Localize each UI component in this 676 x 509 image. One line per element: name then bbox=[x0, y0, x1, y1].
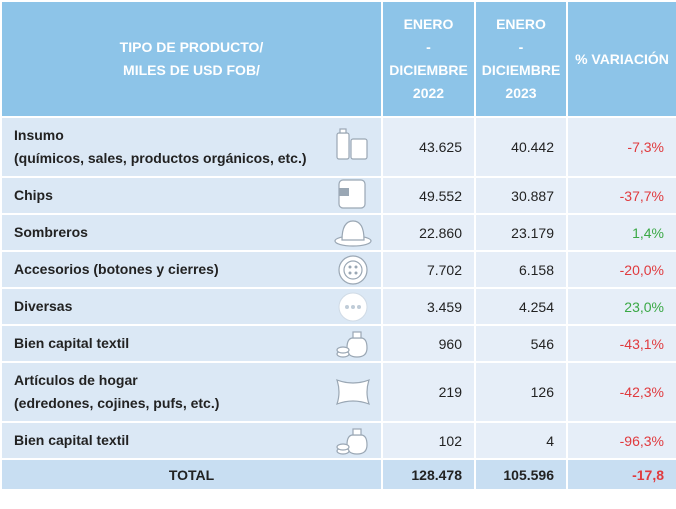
row-label: Bien capital textil bbox=[0, 421, 383, 460]
value-2022: 960 bbox=[381, 324, 476, 363]
row-icon bbox=[336, 378, 370, 406]
value-2022: 7.702 bbox=[381, 250, 476, 289]
table-row: Bien capital textil 102 4 -96,3% bbox=[0, 421, 676, 460]
row-icon bbox=[336, 330, 368, 358]
value-2023: 6.158 bbox=[474, 250, 568, 289]
value-2023: 23.179 bbox=[474, 213, 568, 252]
row-label: Chips bbox=[0, 176, 383, 215]
header-line: 2023 bbox=[505, 85, 537, 101]
row-label: Sombreros bbox=[0, 213, 383, 252]
value-2022: 3.459 bbox=[381, 287, 476, 326]
header-line: - bbox=[518, 39, 524, 55]
label-line: Insumo bbox=[14, 127, 64, 143]
label-line: Accesorios (botones y cierres) bbox=[14, 261, 219, 277]
table-row: Bien capital textil 960 546 -43,1% bbox=[0, 324, 676, 363]
row-label: Accesorios (botones y cierres) bbox=[0, 250, 383, 289]
value-2022: 49.552 bbox=[381, 176, 476, 215]
export-table: TIPO DE PRODUCTO/MILES DE USD FOB/ ENERO… bbox=[0, 0, 676, 491]
value-2022: 43.625 bbox=[381, 116, 476, 178]
variation: 23,0% bbox=[566, 287, 676, 326]
variation: -43,1% bbox=[566, 324, 676, 363]
header-line: MILES DE USD FOB/ bbox=[123, 62, 260, 78]
row-icon bbox=[336, 128, 368, 160]
table-body: Insumo (químicos, sales, productos orgáni… bbox=[0, 116, 676, 491]
total-2023: 105.596 bbox=[474, 458, 568, 491]
total-row: TOTAL 128.478 105.596 -17,8 bbox=[0, 458, 676, 491]
row-icon bbox=[338, 292, 368, 321]
value-2022: 102 bbox=[381, 421, 476, 460]
row-icon bbox=[338, 178, 366, 209]
total-label: TOTAL bbox=[0, 458, 383, 491]
variation: -37,7% bbox=[566, 176, 676, 215]
label-line: Chips bbox=[14, 187, 53, 203]
value-2022: 22.860 bbox=[381, 213, 476, 252]
variation: -42,3% bbox=[566, 361, 676, 423]
value-2023: 4.254 bbox=[474, 287, 568, 326]
row-icon bbox=[336, 427, 368, 455]
value-2023: 30.887 bbox=[474, 176, 568, 215]
table-row: Chips 49.552 30.887 -37,7% bbox=[0, 176, 676, 215]
value-2023: 4 bbox=[474, 421, 568, 460]
row-label: Artículos de hogar (edredones, cojines, p… bbox=[0, 361, 383, 423]
label-line: Bien capital textil bbox=[14, 432, 130, 448]
header-line: DICIEMBRE bbox=[389, 62, 468, 78]
total-2022: 128.478 bbox=[381, 458, 476, 491]
header-variation: % VARIACIÓN bbox=[566, 0, 676, 118]
header-line: 2022 bbox=[412, 85, 445, 101]
header-2022: ENERO - DICIEMBRE 2022 bbox=[381, 0, 476, 118]
header-line: TIPO DE PRODUCTO/ bbox=[119, 39, 264, 55]
table-row: Diversas 3.459 4.254 23,0% bbox=[0, 287, 676, 326]
header-2023: ENERO - DICIEMBRE 2023 bbox=[474, 0, 568, 118]
row-label: Bien capital textil bbox=[0, 324, 383, 363]
variation: 1,4% bbox=[566, 213, 676, 252]
variation: -20,0% bbox=[566, 250, 676, 289]
variation: -7,3% bbox=[566, 116, 676, 178]
row-label: Insumo (químicos, sales, productos orgáni… bbox=[0, 116, 383, 178]
table-row: Sombreros 22.860 23.179 1,4% bbox=[0, 213, 676, 252]
label-line: Diversas bbox=[14, 298, 73, 314]
value-2023: 546 bbox=[474, 324, 568, 363]
header-line: ENERO bbox=[403, 16, 454, 32]
header-line: DICIEMBRE bbox=[481, 62, 561, 78]
header-line: - bbox=[426, 39, 431, 55]
table-row: Insumo (químicos, sales, productos orgáni… bbox=[0, 116, 676, 178]
label-line: Bien capital textil bbox=[14, 335, 130, 351]
label-line: (químicos, sales, productos orgánicos, e… bbox=[14, 150, 307, 166]
label-line: (edredones, cojines, pufs, etc.) bbox=[14, 395, 220, 411]
row-icon bbox=[334, 219, 372, 247]
variation: -96,3% bbox=[566, 421, 676, 460]
value-2023: 40.442 bbox=[474, 116, 568, 178]
value-2022: 219 bbox=[381, 361, 476, 423]
header-product: TIPO DE PRODUCTO/MILES DE USD FOB/ bbox=[0, 0, 383, 118]
row-icon bbox=[338, 254, 368, 285]
total-variation: -17,8 bbox=[566, 458, 676, 491]
row-label: Diversas bbox=[0, 287, 383, 326]
value-2023: 126 bbox=[474, 361, 568, 423]
label-line: Sombreros bbox=[14, 224, 88, 240]
header-row: TIPO DE PRODUCTO/MILES DE USD FOB/ ENERO… bbox=[0, 0, 676, 118]
header-line: ENERO bbox=[496, 16, 546, 32]
table-row: Accesorios (botones y cierres) 7.702 6.158… bbox=[0, 250, 676, 289]
table-row: Artículos de hogar (edredones, cojines, p… bbox=[0, 361, 676, 423]
label-line: Artículos de hogar bbox=[14, 372, 138, 388]
